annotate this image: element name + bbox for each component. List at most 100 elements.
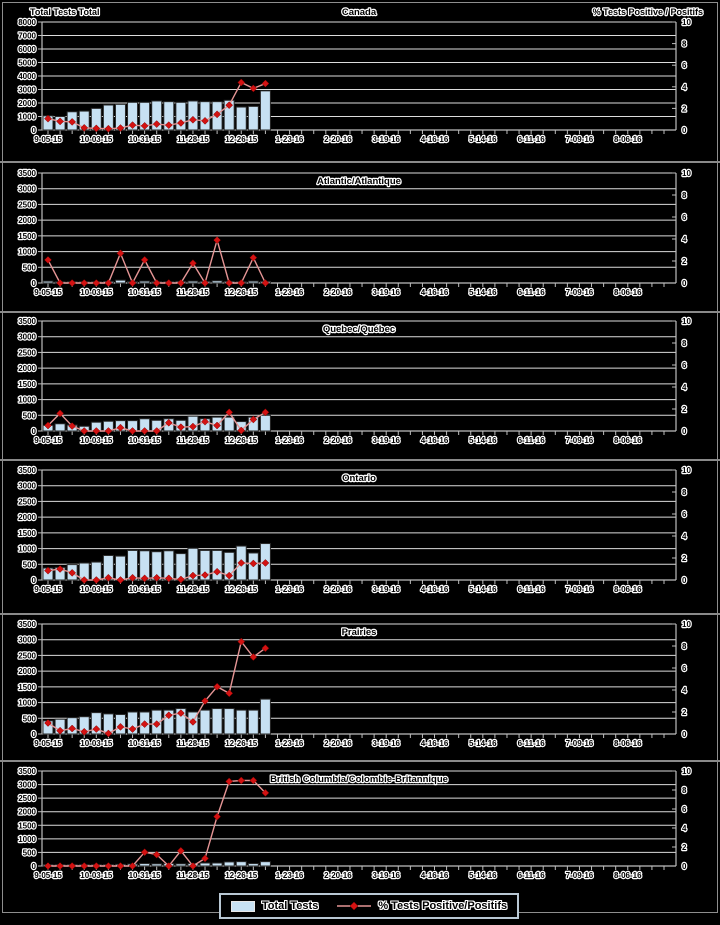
x-axis-tick-label: 3-19-16 bbox=[372, 871, 400, 880]
pct-positive-marker bbox=[213, 567, 221, 576]
pct-positive-marker bbox=[128, 573, 137, 582]
total-tests-bar bbox=[90, 712, 102, 735]
pct-positive-marker bbox=[152, 720, 161, 728]
pct-positive-marker bbox=[140, 848, 149, 857]
chart-panel-ontario: 0 500 1000 1500 2000 2500 3000 3500 0 2 4 6 8 10 9-05-… bbox=[0, 459, 720, 613]
left-axis-tick-label: 8000 bbox=[18, 18, 36, 27]
pct-positive-marker bbox=[80, 727, 89, 736]
pct-positive-marker bbox=[128, 862, 137, 870]
right-axis-tick-label: 10 bbox=[682, 169, 691, 178]
pct-positive-marker bbox=[104, 279, 113, 287]
x-axis-tick-label: 1-23-16 bbox=[276, 739, 304, 748]
pct-positive-marker bbox=[152, 573, 161, 582]
right-axis-tick-label: 10 bbox=[682, 466, 691, 475]
x-axis-tick-label: 11-28-15 bbox=[177, 585, 209, 594]
pct-positive-marker bbox=[164, 279, 173, 287]
x-axis-tick-label: 3-19-16 bbox=[372, 288, 400, 297]
total-tests-bar bbox=[175, 863, 187, 867]
total-tests-bar bbox=[235, 106, 247, 131]
right-axis-tick-label: 2 bbox=[682, 405, 687, 414]
total-tests-bar bbox=[211, 708, 223, 735]
right-axis-tick-label: 0 bbox=[682, 862, 687, 871]
x-axis-tick-label: 4-16-16 bbox=[421, 436, 449, 445]
pct-positive-marker bbox=[92, 279, 101, 287]
left-axis-tick-label: 1500 bbox=[18, 380, 36, 389]
pct-positive-marker bbox=[44, 256, 52, 264]
total-tests-bar bbox=[139, 863, 151, 867]
pct-positive-marker bbox=[68, 568, 77, 577]
chart-title: Prairies bbox=[342, 627, 377, 638]
right-axis-tick-label: 4 bbox=[682, 532, 687, 541]
x-axis-tick-label: 9-05-15 bbox=[34, 436, 62, 445]
x-axis-tick-label: 12-26-15 bbox=[225, 135, 258, 144]
x-axis-tick-label: 4-16-16 bbox=[421, 288, 449, 297]
x-axis-tick-label: 5-14-16 bbox=[469, 585, 497, 594]
x-axis-tick-label: 10-31-15 bbox=[129, 585, 162, 594]
right-axis-tick-label: 6 bbox=[682, 213, 687, 222]
x-axis-tick-label: 9-05-15 bbox=[34, 135, 62, 144]
left-axis-tick-label: 4000 bbox=[18, 72, 36, 81]
right-axis-tick-label: 0 bbox=[682, 576, 687, 585]
pct-positive-marker bbox=[237, 559, 246, 567]
pct-positive-marker bbox=[44, 566, 52, 575]
pct-positive-line bbox=[47, 237, 267, 285]
x-axis-tick-label: 7-09-16 bbox=[566, 585, 594, 594]
pct-positive-marker bbox=[225, 571, 234, 580]
x-axis-tick-label: 10-03-15 bbox=[80, 288, 113, 297]
pct-positive-marker bbox=[189, 862, 197, 870]
pct-positive-marker bbox=[177, 279, 185, 287]
chart-title: Atlantic/Atlantique bbox=[317, 176, 401, 187]
pct-positive-marker bbox=[68, 279, 77, 287]
left-axis-tick-label: 2500 bbox=[18, 200, 36, 209]
pct-positive-marker bbox=[92, 427, 101, 435]
x-axis-tick-label: 10-31-15 bbox=[129, 871, 162, 880]
x-axis-tick-label: 6-11-16 bbox=[518, 436, 546, 445]
x-axis-tick-label: 9-05-15 bbox=[34, 871, 62, 880]
total-tests-bar bbox=[223, 861, 235, 867]
x-axis-tick-label: 5-14-16 bbox=[469, 436, 497, 445]
x-axis-tick-label: 5-14-16 bbox=[469, 135, 497, 144]
x-axis-tick-label: 2-20-16 bbox=[324, 288, 352, 297]
x-axis-tick-label: 6-11-16 bbox=[518, 135, 546, 144]
right-axis-tick-label: 8 bbox=[682, 339, 687, 348]
total-tests-bar bbox=[187, 280, 199, 284]
right-axis-tick-label: 8 bbox=[682, 40, 687, 49]
pct-positive-marker bbox=[104, 124, 113, 133]
pct-positive-marker bbox=[237, 776, 246, 785]
total-tests-bar bbox=[127, 711, 139, 735]
right-axis-tick-label: 4 bbox=[682, 83, 687, 92]
pct-positive-marker bbox=[44, 421, 52, 430]
pct-positive-marker bbox=[164, 711, 173, 720]
left-axis-tick-label: 1500 bbox=[18, 821, 36, 830]
x-axis-tick-label: 7-09-16 bbox=[566, 871, 594, 880]
pct-positive-marker bbox=[116, 124, 125, 132]
x-axis-tick-label: 11-28-15 bbox=[177, 436, 209, 445]
x-axis-tick-label: 8-06-16 bbox=[614, 585, 642, 594]
x-axis-tick-label: 8-06-16 bbox=[614, 288, 642, 297]
x-axis-tick-label: 11-28-15 bbox=[177, 288, 209, 297]
pct-positive-marker bbox=[140, 256, 149, 264]
total-tests-bar-swatch-icon bbox=[230, 900, 255, 912]
total-tests-bar bbox=[223, 99, 235, 131]
total-tests-bar bbox=[223, 708, 235, 735]
x-axis-tick-label: 12-26-15 bbox=[225, 436, 258, 445]
x-axis-tick-label: 5-14-16 bbox=[469, 739, 497, 748]
pct-positive-marker bbox=[92, 725, 101, 733]
x-axis-tick-label: 3-19-16 bbox=[372, 135, 400, 144]
chart-title: Canada bbox=[342, 7, 377, 18]
right-axis-tick-label: 6 bbox=[682, 805, 687, 814]
x-axis-tick-label: 8-06-16 bbox=[614, 739, 642, 748]
pct-positive-marker bbox=[80, 862, 89, 870]
x-axis-tick-label: 3-19-16 bbox=[372, 585, 400, 594]
pct-positive-marker bbox=[249, 776, 258, 785]
total-tests-bar bbox=[199, 101, 211, 131]
x-axis-tick-label: 12-26-15 bbox=[225, 739, 258, 748]
right-axis-tick-label: 6 bbox=[682, 61, 687, 70]
chart-panel-prairies: 0 500 1000 1500 2000 2500 3000 3500 0 2 4 6 8 10 9-05-… bbox=[0, 613, 720, 760]
right-axis-tick-label: 6 bbox=[682, 664, 687, 673]
total-tests-bar bbox=[247, 709, 259, 735]
pct-positive-marker bbox=[261, 559, 270, 567]
right-axis-tick-label: 0 bbox=[682, 126, 687, 135]
left-axis-tick-label: 2000 bbox=[18, 667, 36, 676]
pct-positive-marker bbox=[261, 408, 270, 417]
